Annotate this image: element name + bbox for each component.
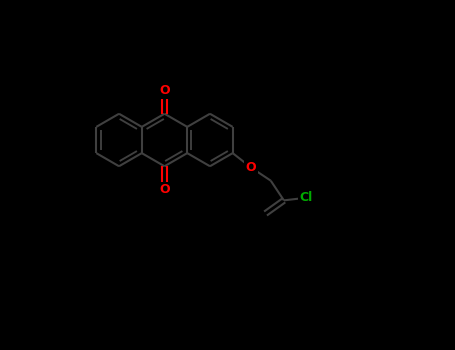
- Text: O: O: [159, 183, 170, 196]
- Text: O: O: [246, 161, 256, 174]
- Text: Cl: Cl: [299, 191, 313, 204]
- Text: O: O: [159, 84, 170, 97]
